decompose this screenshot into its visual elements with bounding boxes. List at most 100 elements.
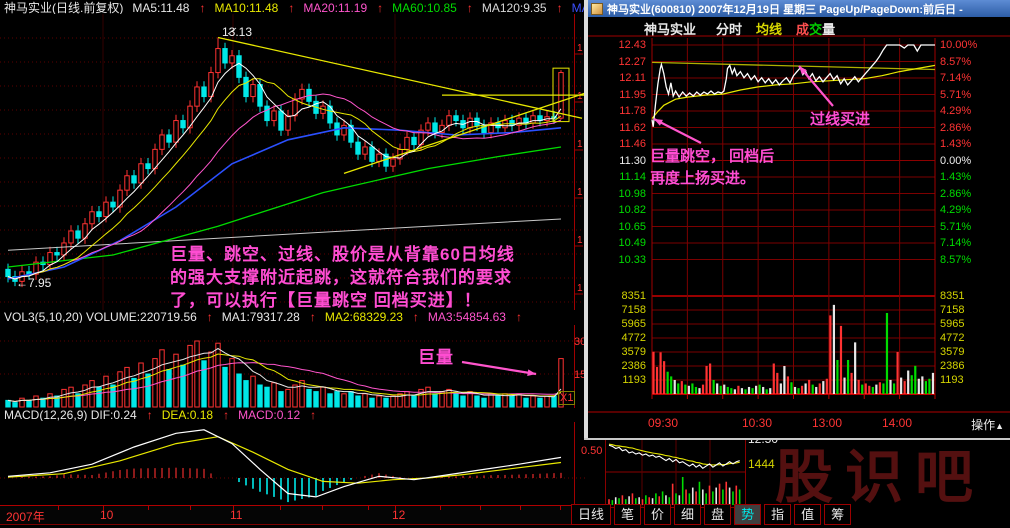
- date-axis-tick: [368, 506, 369, 510]
- mode-tab-5[interactable]: 量: [822, 21, 836, 37]
- price-scale-left-6: 11.46: [619, 138, 646, 150]
- svg-text:1: 1: [577, 91, 583, 102]
- svg-text:1: 1: [577, 235, 583, 246]
- date-axis-tick: [395, 506, 396, 510]
- date-axis-tick: [322, 506, 323, 510]
- popup-title: 神马实业(600810) 2007年12月19日 星期三 PageUp/Page…: [607, 3, 963, 16]
- volume-scale-30: 30: [574, 336, 587, 348]
- price-scale-left-8: 11.14: [619, 171, 646, 183]
- up-arrow-icon: ↑: [515, 311, 522, 323]
- date-axis-tick: [440, 506, 441, 510]
- huge-volume-annotation: 巨量: [418, 348, 454, 367]
- low-price-label: ←7.95: [16, 276, 52, 290]
- date-axis-label-3: 12: [392, 508, 406, 522]
- up-arrow-icon: ↑: [310, 409, 317, 421]
- bottom-tab-5[interactable]: 势: [734, 504, 762, 525]
- daily-kline-chart[interactable]: 1 1 1 1 1 1: [0, 14, 588, 310]
- gap-annotation-line1: 巨量跳空， 回档后: [650, 148, 775, 165]
- vol-scale-right-4: 3579: [940, 346, 965, 358]
- vol-scale-right-3: 4772: [940, 332, 965, 344]
- up-arrow-icon: ↑: [466, 1, 473, 14]
- popup-left-edge: [584, 0, 588, 438]
- up-arrow-icon: ↑: [199, 1, 206, 14]
- svg-text:1: 1: [577, 43, 583, 54]
- vol-ma-item-0: VOL3(5,10,20) VOLUME:220719.56: [4, 311, 197, 323]
- mode-tab-2[interactable]: 均线: [756, 21, 783, 37]
- gap-annotation-line2: 再度上扬买进。: [650, 170, 756, 187]
- operate-button[interactable]: 操作▲: [971, 416, 1004, 433]
- mode-tab-0[interactable]: 神马实业: [644, 21, 697, 37]
- price-scale-left-5: 11.62: [619, 121, 646, 134]
- bottom-tab-6[interactable]: 指: [764, 504, 792, 525]
- date-axis-tick: [480, 506, 481, 510]
- strategy-annotation: 巨量、跳空、过线、股价是从背靠60日均线 的强大支撑附近起跳，这就符合我们的要求…: [170, 243, 515, 312]
- bottom-tab-4[interactable]: 盘: [704, 504, 732, 525]
- date-axis-tick: [233, 506, 234, 510]
- date-axis-tick: [103, 506, 104, 510]
- daily-chart-header: 神马实业(日线.前复权) MA5:11.48 ↑ MA10:11.48 ↑ MA20:11…: [4, 1, 588, 14]
- up-arrow-icon: ↑: [223, 409, 230, 421]
- up-arrow-icon: ↑: [146, 409, 153, 421]
- vol-ma-item-3: MA3:54854.63: [427, 311, 506, 323]
- percent-scale-right-9: 2.86%: [940, 187, 972, 200]
- price-scale-left-13: 10.33: [618, 253, 646, 266]
- bottom-tab-8[interactable]: 筹: [824, 504, 852, 525]
- strategy-annotation-line1: 巨量、跳空、过线、股价是从背靠60日均线: [170, 245, 515, 264]
- svg-text:1: 1: [577, 283, 583, 294]
- bottom-tab-2[interactable]: 价: [644, 504, 672, 525]
- watermark-gushiba: 股识吧: [775, 445, 986, 510]
- intraday-popup-window: 神马实业(600810) 2007年12月19日 星期三 PageUp/Page…: [584, 0, 1010, 440]
- percent-scale-right-7: 0.00%: [940, 154, 972, 167]
- up-arrow-icon: ↑: [412, 311, 419, 323]
- vol-ma-item-2: MA2:68329.23: [324, 311, 403, 323]
- daily-ma-item-1: MA5:11.48: [132, 1, 190, 14]
- time-label-2: 13:00: [812, 416, 843, 430]
- macd-header: MACD(12,26,9) DIF:0.24 ↑ DEA:0.18 ↑ MACD:0.1…: [4, 409, 588, 421]
- intraday-chart[interactable]: [588, 0, 1010, 436]
- daily-macd-chart[interactable]: [0, 422, 588, 504]
- daily-volume-chart[interactable]: [0, 325, 588, 408]
- up-arrow-icon: ↑: [206, 311, 213, 323]
- price-scale-left-0: 12.43: [618, 39, 646, 51]
- percent-scale-right-2: 7.14%: [940, 72, 972, 84]
- daily-ma-item-6: MA20: [571, 1, 588, 14]
- percent-scale-right-1: 8.57%: [940, 55, 972, 68]
- vol-scale-left-2: 5965: [621, 318, 646, 330]
- price-scale-left-1: 12.27: [618, 55, 646, 68]
- mode-tab-1[interactable]: 分时: [716, 21, 743, 37]
- time-label-0: 09:30: [648, 416, 679, 430]
- vol-scale-left-5: 2386: [621, 360, 646, 372]
- vol-scale-right-0: 8351: [940, 290, 965, 302]
- mode-tab-3[interactable]: 成: [796, 21, 810, 37]
- popup-titlebar[interactable]: 神马实业(600810) 2007年12月19日 星期三 PageUp/Page…: [588, 0, 1010, 17]
- vol-scale-left-3: 4772: [621, 332, 646, 344]
- vol-scale-right-1: 7158: [940, 304, 965, 316]
- bottom-tab-7[interactable]: 值: [794, 504, 822, 525]
- up-arrow-icon: ↑: [288, 1, 295, 14]
- date-axis-label-1: 10: [100, 508, 114, 522]
- daily-ma-item-3: MA20:11.19: [303, 1, 368, 14]
- mini-intraday-chart[interactable]: [605, 437, 746, 508]
- macd-val-item-1: DEA:0.18: [161, 409, 214, 421]
- bottom-tab-bar: 日线笔价细盘势指值筹: [571, 504, 852, 525]
- date-axis-tick: [280, 506, 281, 510]
- vol-scale-left-0: 8351: [621, 290, 646, 302]
- price-scale-left-3: 11.95: [619, 88, 646, 101]
- date-axis-label-0: 2007年: [6, 510, 45, 524]
- price-scale-left-2: 12.11: [619, 72, 646, 84]
- volume-scale-15: 15: [574, 369, 587, 381]
- date-axis-label-2: 11: [230, 508, 243, 522]
- percent-scale-right-0: 10.00%: [940, 39, 978, 51]
- vol-scale-left-6: 1193: [622, 374, 646, 386]
- percent-scale-right-6: 1.43%: [940, 138, 972, 150]
- bottom-tab-0[interactable]: 日线: [571, 504, 612, 525]
- price-scale-left-7: 11.30: [619, 154, 646, 167]
- date-axis[interactable]: 2007年 10 11 12: [0, 505, 586, 525]
- mode-tab-4[interactable]: 交: [809, 21, 823, 37]
- bottom-tab-1[interactable]: 笔: [614, 504, 642, 525]
- bottom-tab-3[interactable]: 细: [674, 504, 702, 525]
- percent-scale-right-5: 2.86%: [940, 121, 972, 134]
- percent-scale-right-8: 1.43%: [940, 171, 972, 183]
- macd-scale-label: 0.50: [581, 445, 603, 457]
- strategy-annotation-line3: 了，可以执行【巨量跳空 回档买进】！: [170, 291, 482, 310]
